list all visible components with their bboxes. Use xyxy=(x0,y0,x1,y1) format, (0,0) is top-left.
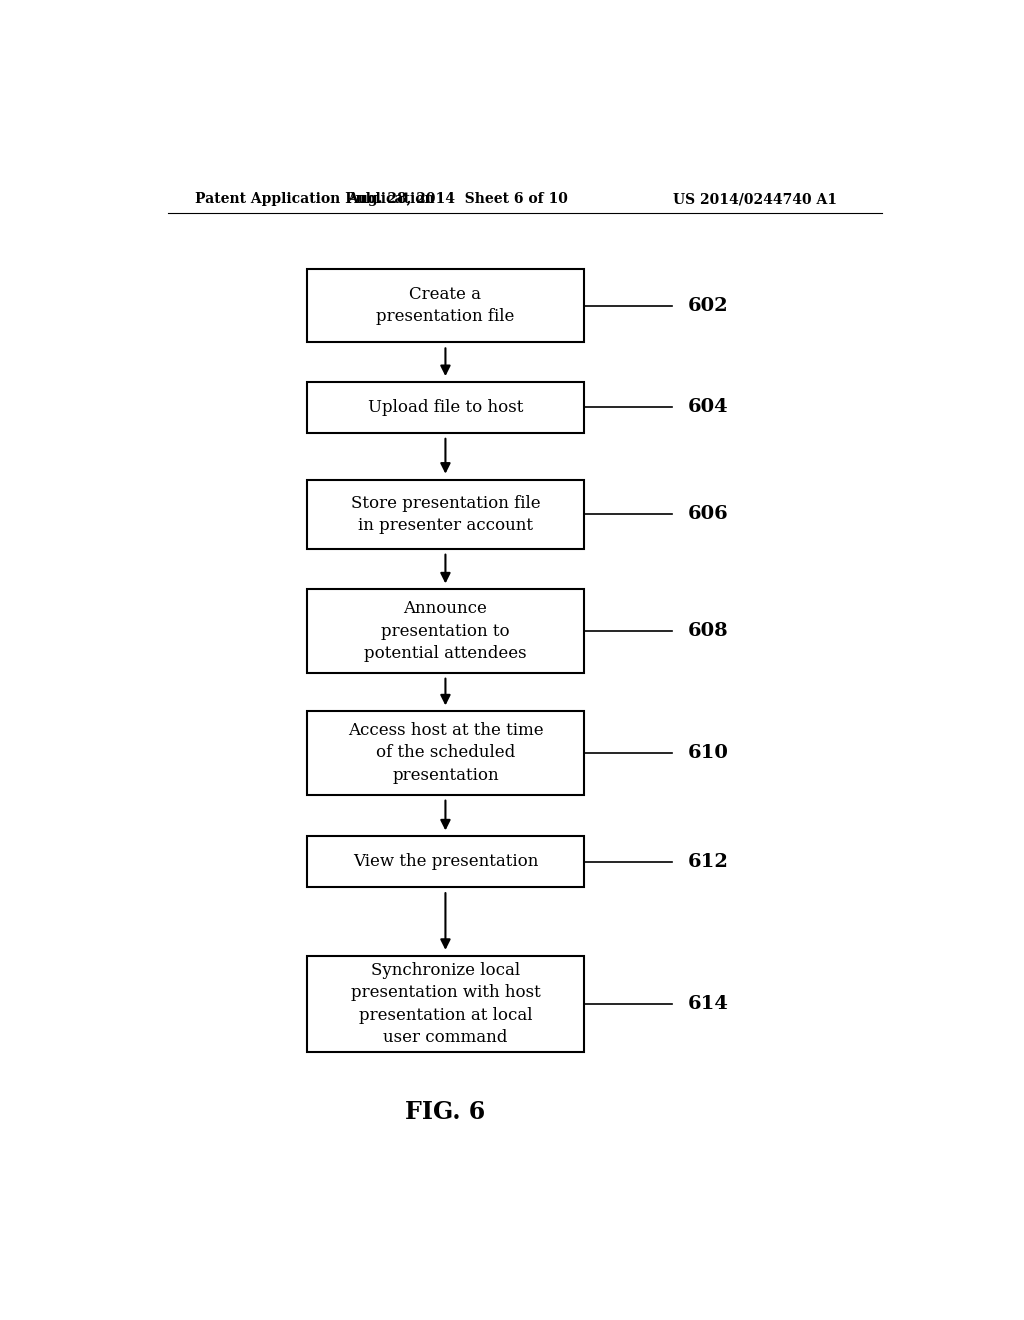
Text: FIG. 6: FIG. 6 xyxy=(406,1100,485,1123)
Bar xyxy=(306,381,585,433)
Bar xyxy=(306,269,585,342)
Text: Create a
presentation file: Create a presentation file xyxy=(376,286,515,325)
Text: Store presentation file
in presenter account: Store presentation file in presenter acc… xyxy=(350,495,541,533)
Text: 614: 614 xyxy=(687,995,728,1012)
Bar xyxy=(306,956,585,1052)
Text: Announce
presentation to
potential attendees: Announce presentation to potential atten… xyxy=(365,601,526,661)
Bar xyxy=(306,711,585,795)
Text: 604: 604 xyxy=(687,399,728,416)
Text: Synchronize local
presentation with host
presentation at local
user command: Synchronize local presentation with host… xyxy=(350,962,541,1045)
Text: Upload file to host: Upload file to host xyxy=(368,399,523,416)
Text: 612: 612 xyxy=(687,853,728,871)
Bar xyxy=(306,589,585,673)
Bar xyxy=(306,479,585,549)
Text: Access host at the time
of the scheduled
presentation: Access host at the time of the scheduled… xyxy=(347,722,544,784)
Text: 610: 610 xyxy=(687,744,728,762)
Bar xyxy=(306,837,585,887)
Text: 606: 606 xyxy=(687,506,728,523)
Text: US 2014/0244740 A1: US 2014/0244740 A1 xyxy=(673,191,837,206)
Text: Aug. 28, 2014  Sheet 6 of 10: Aug. 28, 2014 Sheet 6 of 10 xyxy=(347,191,567,206)
Text: 602: 602 xyxy=(687,297,728,314)
Text: View the presentation: View the presentation xyxy=(352,853,539,870)
Text: 608: 608 xyxy=(687,622,728,640)
Text: Patent Application Publication: Patent Application Publication xyxy=(196,191,435,206)
